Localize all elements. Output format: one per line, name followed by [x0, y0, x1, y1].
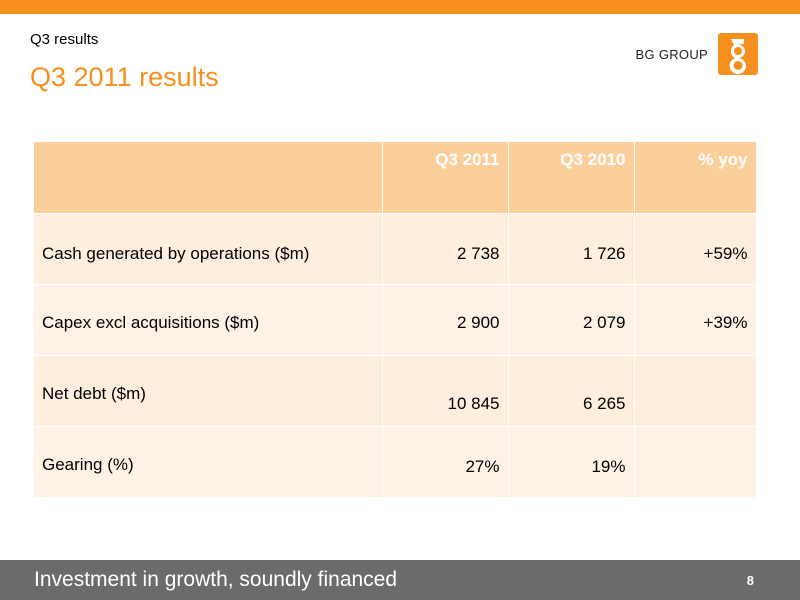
column-header: % yoy	[634, 142, 757, 214]
results-table: Q3 2011 Q3 2010 % yoy Cash generated by …	[34, 142, 757, 498]
section-label: Q3 results	[30, 31, 99, 48]
cell-yoy	[634, 426, 757, 498]
cell-yoy	[634, 355, 757, 427]
cell-q3-2011: 2 900	[382, 284, 509, 356]
row-label: Gearing (%)	[34, 426, 383, 498]
cell-q3-2010: 2 079	[508, 284, 635, 356]
cell-q3-2010: 6 265	[508, 355, 635, 427]
table-row: Capex excl acquisitions ($m) 2 900 2 079…	[34, 284, 757, 356]
bg-logo-icon	[718, 33, 758, 75]
cell-yoy: +39%	[634, 284, 757, 356]
cell-q3-2010: 1 726	[508, 213, 635, 285]
cell-q3-2011: 10 845	[382, 355, 509, 427]
cell-yoy: +59%	[634, 213, 757, 285]
slide-title: Q3 2011 results	[30, 62, 219, 92]
column-header: Q3 2011	[382, 142, 509, 214]
column-header: Q3 2010	[508, 142, 635, 214]
footer-bar: Investment in growth, soundly financed 8	[0, 560, 800, 600]
bg-group-logo: BG GROUP	[636, 33, 758, 75]
cell-q3-2010: 19%	[508, 426, 635, 498]
table-row: Cash generated by operations ($m) 2 738 …	[34, 213, 757, 285]
cell-q3-2011: 27%	[382, 426, 509, 498]
table-header-row: Q3 2011 Q3 2010 % yoy	[34, 142, 757, 214]
footer-tagline: Investment in growth, soundly financed	[34, 568, 398, 591]
row-label: Capex excl acquisitions ($m)	[34, 284, 383, 356]
page-number: 8	[746, 573, 754, 588]
column-header	[34, 142, 383, 214]
row-label: Net debt ($m)	[34, 355, 383, 427]
logo-text: BG GROUP	[635, 46, 708, 62]
row-label: Cash generated by operations ($m)	[34, 213, 383, 285]
table-row: Gearing (%) 27% 19%	[34, 426, 757, 498]
cell-q3-2011: 2 738	[382, 213, 509, 285]
top-accent-bar	[0, 0, 800, 14]
table-row: Net debt ($m) 10 845 6 265	[34, 355, 757, 427]
